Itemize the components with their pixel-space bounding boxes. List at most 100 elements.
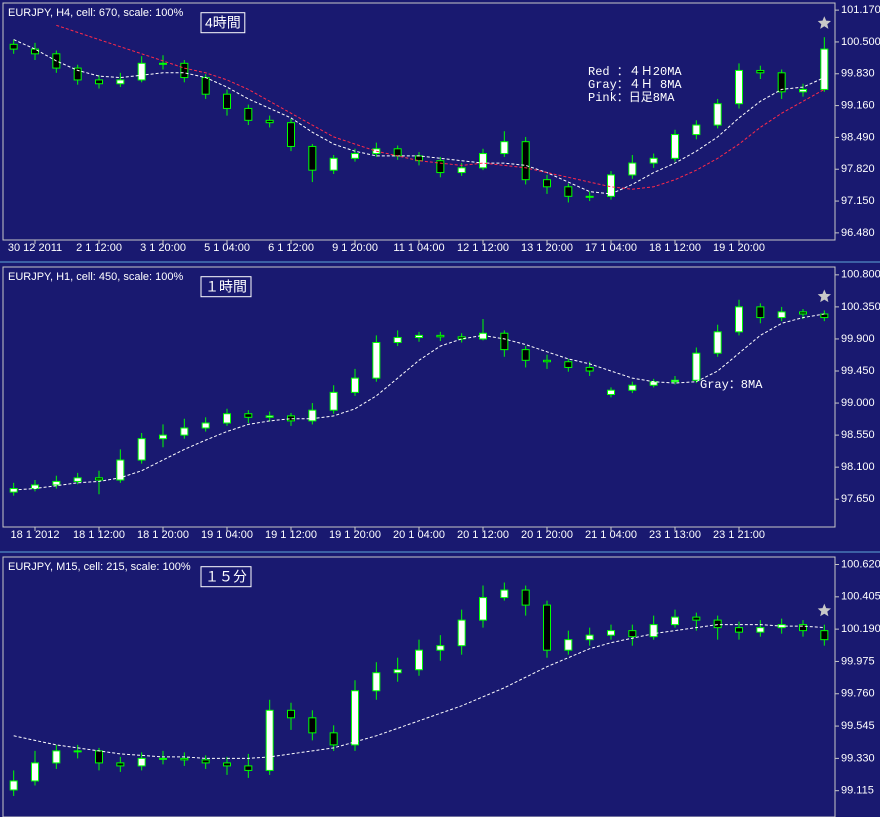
x-tick-label: 23 1 13:00 [649,529,701,541]
candle-body [223,93,231,109]
candle-body [521,141,530,181]
candle-body [201,77,210,95]
candle-body [692,616,701,621]
candle-body [52,750,61,764]
candle-body [73,477,82,482]
candle-body [95,79,103,85]
candle-body [820,630,829,641]
y-tick-label: 99.160 [841,99,875,111]
candle-body [329,391,338,411]
x-tick-label: 20 1 12:00 [457,529,509,541]
candle-body [116,79,125,85]
candle-body [671,379,679,383]
candle-body [329,157,338,171]
candle-body [436,645,445,651]
candle-body [351,690,359,746]
candle-body [820,313,829,319]
y-tick-label: 99.900 [841,333,875,345]
candle-body [777,72,786,93]
candle-body [137,62,146,81]
candle-body [671,616,679,626]
candle-body [9,43,18,50]
candle-body [799,311,807,315]
candle-body [137,757,146,767]
x-tick-label: 30 12 2011 [8,242,62,254]
y-tick-label: 99.830 [841,68,875,80]
candle-body [543,604,551,651]
x-tick-label: 2 1 12:00 [76,242,122,254]
candle-body [649,381,658,386]
candle-body [180,427,189,436]
moving-average-line [56,24,825,190]
candle-body [799,88,807,93]
x-tick-label: 5 1 04:00 [204,242,250,254]
plot-frame [2,556,836,817]
annotation: Pink：日足8MA [588,91,675,105]
candle-body [479,153,487,169]
candle-body [308,145,317,171]
candle-body [244,413,253,418]
candle-body [585,195,594,198]
y-tick-label: 97.150 [841,195,875,207]
candle-body [713,331,722,354]
timeframe-box [200,566,252,588]
y-tick-label: 100.800 [841,269,880,281]
y-tick-label: 98.100 [841,461,875,473]
y-tick-label: 99.115 [841,785,874,797]
candle-body [95,477,103,481]
candle-body [564,186,573,197]
candle-body [436,334,445,338]
candle-body [457,167,466,174]
candle-body [9,780,18,791]
timeframe-label: １５分 [205,569,247,585]
candle-body [393,337,402,344]
candle-body [820,48,829,90]
candle-body [415,649,423,671]
x-tick-label: 17 1 04:00 [585,242,637,254]
candle-body [116,762,125,767]
candle-body [308,717,317,734]
candle-body [329,732,338,746]
y-tick-label: 100.350 [841,301,880,313]
y-tick-label: 101.170 [841,4,880,16]
candle-body [713,619,722,629]
candle-body [585,634,594,641]
candle-body [287,709,295,719]
x-tick-label: 21 1 04:00 [585,529,637,541]
x-tick-label: 19 1 20:00 [329,529,381,541]
candle-body [671,134,679,159]
y-tick-label: 99.760 [841,688,875,700]
y-tick-label: 97.650 [841,493,875,505]
candle-body [500,141,509,155]
y-tick-label: 99.545 [841,720,875,732]
candle-body [159,62,167,65]
candle-body [713,103,722,126]
candle-body [564,361,573,368]
candle-body [799,624,807,632]
x-tick-label: 20 1 20:00 [521,529,573,541]
candle-body [692,352,701,381]
candle-body [500,332,509,351]
x-tick-label: 19 1 12:00 [265,529,317,541]
x-tick-label: 13 1 20:00 [521,242,573,254]
candle-body [735,306,743,333]
annotation: Gray：8MA [700,378,763,392]
candle-body [543,179,551,188]
chart-panel: 101.170 100.500 99.830 99.160 98.490 97.820 97… [2,2,880,254]
candle-body [692,124,701,136]
y-tick-label: 99.450 [841,365,875,377]
x-tick-label: 18 1 20:00 [137,529,189,541]
candle-body [265,709,274,771]
candle-body [201,759,210,764]
candle-body [393,148,402,157]
candle-body [649,157,658,164]
chart-panel: 100.800 100.350 99.900 99.450 99.000 98.550 98… [2,266,880,541]
y-tick-label: 100.500 [841,36,880,48]
x-tick-label: 19 1 20:00 [713,242,765,254]
y-tick-label: 96.480 [841,227,875,239]
candle-body [585,366,594,372]
x-tick-label: 6 1 12:00 [268,242,314,254]
candle-body [31,762,39,782]
y-tick-label: 99.000 [841,397,875,409]
moving-average-line [13,313,825,491]
